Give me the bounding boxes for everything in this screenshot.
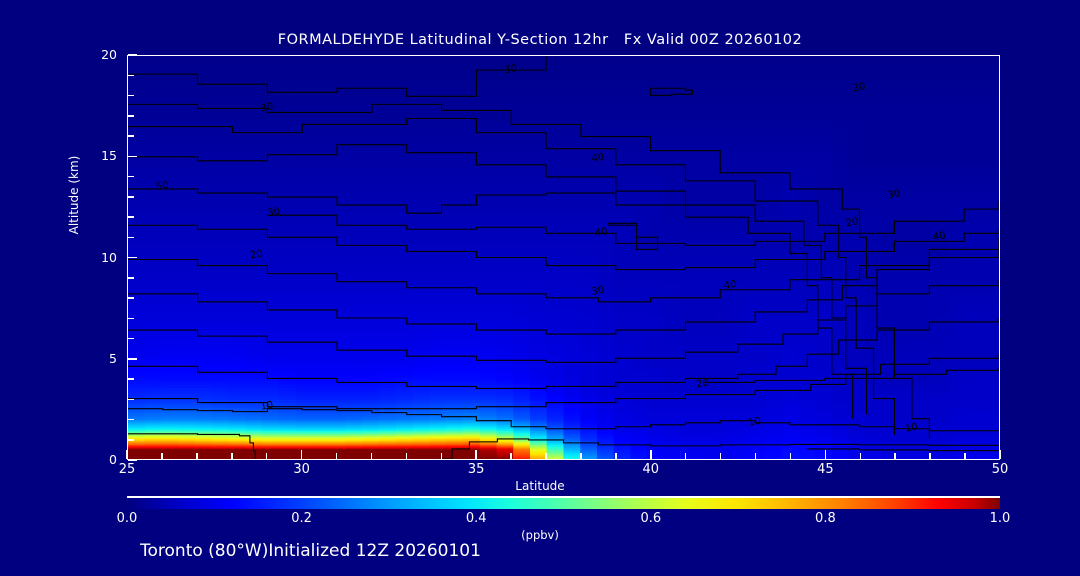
- x-tick-major: [126, 450, 128, 459]
- y-tick-label-10: 10: [101, 249, 117, 265]
- x-tick-minor: [615, 453, 617, 459]
- x-tick-minor: [929, 453, 931, 459]
- y-tick-minor: [128, 94, 134, 97]
- x-tick-label-25: 25: [118, 462, 136, 477]
- x-tick-label-30: 30: [293, 462, 310, 477]
- y-tick-minor: [128, 216, 134, 218]
- y-tick-minor: [128, 236, 134, 238]
- y-tick-label-0: 0: [109, 452, 117, 467]
- colorbar-tick-label-3: 0.6: [640, 511, 662, 526]
- y-tick-major: [128, 155, 137, 157]
- x-tick-minor: [684, 453, 687, 459]
- y-tick-major: [128, 459, 137, 461]
- x-axis-title: Latitude: [515, 479, 565, 493]
- x-tick-minor: [405, 453, 408, 459]
- colorbar-tick-label-5: 1.0: [989, 511, 1011, 526]
- colorbar-units-label: (ppbv): [521, 528, 559, 542]
- y-tick-minor: [128, 378, 134, 380]
- x-tick-minor: [370, 453, 373, 459]
- y-tick-minor: [128, 418, 134, 421]
- y-tick-minor: [128, 175, 134, 178]
- colorbar-tick-label-2: 0.4: [465, 511, 487, 526]
- y-tick-minor: [128, 317, 134, 319]
- x-tick-minor: [161, 453, 163, 459]
- x-tick-label-35: 35: [467, 462, 485, 477]
- y-tick-major: [128, 256, 137, 259]
- x-tick-minor: [894, 453, 896, 459]
- x-tick-major: [824, 450, 827, 459]
- y-tick-minor: [128, 297, 134, 299]
- x-tick-major: [650, 450, 652, 459]
- y-tick-minor: [128, 74, 134, 76]
- colorbar-tick-label-4: 0.8: [815, 511, 836, 526]
- y-tick-minor: [128, 115, 134, 117]
- y-tick-minor: [128, 135, 134, 137]
- colorbar-tick-label-1: 0.2: [291, 511, 312, 526]
- x-tick-label-40: 40: [642, 462, 660, 477]
- x-tick-minor: [510, 453, 512, 459]
- y-axis-title: Altitude (km): [67, 155, 81, 235]
- x-tick-minor: [964, 453, 966, 459]
- x-tick-minor: [440, 453, 443, 459]
- y-tick-minor: [128, 277, 134, 279]
- x-tick-minor: [580, 453, 582, 459]
- plot-area: 50 30 30 20 10 30 40 40 30 40 20 20 30 20 40 10 10: [127, 55, 1000, 460]
- x-tick-minor: [789, 453, 792, 459]
- y-tick-major: [128, 358, 137, 360]
- x-tick-minor: [265, 453, 268, 459]
- x-tick-minor: [719, 453, 722, 459]
- x-tick-minor: [335, 453, 338, 459]
- colorbar-tick-label-0: 0.0: [116, 511, 138, 526]
- y-tick-minor: [128, 337, 134, 340]
- x-tick-major: [475, 450, 477, 459]
- x-tick-minor: [754, 453, 757, 459]
- y-tick-major: [128, 54, 137, 56]
- x-tick-minor: [859, 453, 862, 459]
- y-tick-label-5: 5: [109, 350, 117, 366]
- x-tick-major: [999, 450, 1001, 459]
- y-tick-label-15: 15: [101, 148, 117, 164]
- footer-caption: Toronto (80°W)Initialized 12Z 20260101: [140, 541, 481, 561]
- x-tick-major: [300, 450, 303, 459]
- x-tick-minor: [545, 453, 547, 459]
- x-tick-minor: [196, 453, 198, 459]
- y-tick-minor: [128, 196, 134, 198]
- x-tick-minor: [231, 453, 233, 459]
- x-tick-label-50: 50: [991, 462, 1009, 477]
- y-tick-minor: [128, 398, 134, 400]
- page-title: FORMALDEHYDE Latitudinal Y-Section 12hr …: [277, 32, 803, 48]
- y-tick-label-20: 20: [101, 47, 117, 62]
- x-tick-label-45: 45: [817, 462, 834, 477]
- y-tick-minor: [128, 439, 134, 441]
- colorbar: [127, 496, 1000, 509]
